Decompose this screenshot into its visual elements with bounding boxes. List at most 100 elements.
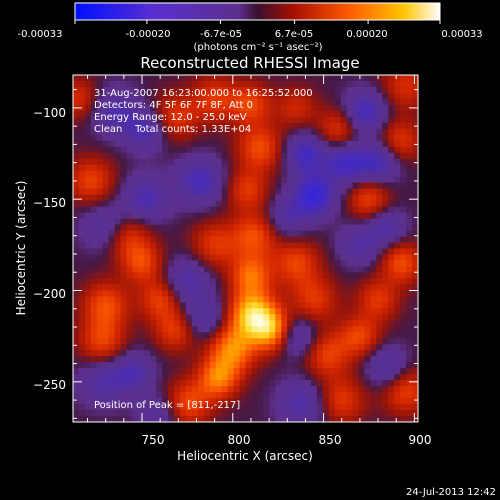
plot-frame — [72, 74, 419, 423]
heatmap-cell — [239, 200, 247, 208]
heatmap-cell — [310, 122, 318, 130]
heatmap-cell — [370, 152, 377, 160]
heatmap-cell — [346, 260, 354, 268]
heatmap-cell — [322, 98, 330, 106]
heatmap-cell — [144, 260, 151, 268]
heatmap-cell — [406, 248, 413, 256]
heatmap-cell — [275, 302, 282, 309]
heatmap-cell — [406, 308, 413, 315]
heatmap-cell — [197, 146, 205, 154]
heatmap-cell — [96, 146, 104, 154]
heatmap-cell — [84, 104, 92, 112]
heatmap-cell — [394, 170, 401, 178]
heatmap-cell — [245, 224, 253, 232]
heatmap-cell — [245, 146, 253, 154]
heatmap-cell — [316, 200, 324, 208]
heatmap-cell — [263, 224, 270, 232]
heatmap-cell — [251, 230, 258, 238]
heatmap-cell — [304, 380, 312, 387]
colorbar: -0.00033 -0.00020 -6.7e-05 6.7e-05 0.000… — [18, 2, 483, 53]
heatmap-cell — [162, 260, 169, 268]
heatmap-cell — [269, 86, 276, 94]
heatmap-cell — [382, 266, 389, 274]
heatmap-cell — [215, 110, 223, 118]
heatmap-cell — [215, 398, 223, 405]
heatmap-cell — [102, 332, 110, 339]
heatmap-cell — [90, 98, 98, 106]
heatmap-cell — [168, 416, 175, 422]
heatmap-cell — [263, 326, 270, 333]
heatmap-cell — [215, 320, 223, 327]
heatmap-cell — [132, 122, 140, 130]
heatmap-cell — [352, 356, 360, 363]
heatmap-cell — [251, 248, 258, 256]
heatmap-cell — [215, 374, 223, 381]
heatmap-cell — [257, 350, 264, 357]
heatmap-cell — [114, 398, 122, 405]
heatmap-cell — [382, 308, 389, 315]
heatmap-cell — [394, 176, 401, 184]
heatmap-cell — [168, 212, 175, 220]
heatmap-cell — [346, 212, 354, 220]
heatmap-cell — [406, 344, 413, 351]
heatmap-cell — [334, 218, 342, 226]
heatmap-cell — [209, 182, 217, 190]
heatmap-cell — [269, 260, 276, 268]
heatmap-cell — [406, 164, 413, 172]
heatmap-cell — [191, 75, 199, 82]
heatmap-cell — [412, 392, 418, 399]
heatmap-cell — [108, 356, 116, 363]
heatmap-cell — [186, 320, 193, 327]
heatmap-cell — [221, 134, 229, 142]
heatmap-cell — [412, 176, 418, 184]
heatmap-cell — [78, 302, 86, 309]
heatmap-cell — [275, 374, 282, 381]
heatmap-cell — [364, 290, 372, 297]
heatmap-cell — [382, 134, 389, 142]
heatmap-cell — [394, 218, 401, 226]
heatmap-cell — [239, 332, 247, 339]
heatmap-cell — [156, 98, 163, 106]
heatmap-cell — [322, 158, 330, 166]
heatmap-cell — [382, 158, 389, 166]
heatmap-cell — [352, 278, 360, 285]
heatmap-cell — [162, 398, 169, 405]
heatmap-cell — [364, 392, 372, 399]
heatmap-cell — [299, 170, 306, 178]
heatmap-cell — [310, 290, 318, 297]
heatmap-cell — [293, 254, 300, 262]
heatmap-cell — [156, 386, 163, 393]
heatmap-cell — [370, 350, 377, 357]
heatmap-cell — [186, 380, 193, 387]
heatmap-cell — [406, 356, 413, 363]
heatmap-cell — [203, 98, 211, 106]
heatmap-cell — [191, 410, 199, 417]
heatmap-cell — [245, 140, 253, 148]
heatmap-cell — [263, 188, 270, 196]
heatmap-cell — [90, 416, 98, 422]
heatmap-cell — [263, 86, 270, 94]
heatmap-cell — [215, 380, 223, 387]
heatmap-cell — [144, 254, 151, 262]
heatmap-cell — [102, 404, 110, 411]
heatmap-cell — [406, 338, 413, 345]
heatmap-cell — [263, 392, 270, 399]
heatmap-cell — [299, 332, 306, 339]
heatmap-cell — [227, 380, 235, 387]
heatmap-cell — [162, 182, 169, 190]
heatmap-cell — [162, 410, 169, 417]
heatmap-cell — [251, 368, 258, 375]
heatmap-cell — [257, 248, 264, 256]
heatmap-cell — [281, 272, 288, 280]
heatmap-cell — [191, 308, 199, 315]
heatmap-cell — [293, 170, 300, 178]
heatmap-cell — [257, 200, 264, 208]
heatmap-cell — [156, 176, 163, 184]
heatmap-cell — [215, 404, 223, 411]
heatmap-cell — [73, 194, 80, 202]
heatmap-cell — [406, 284, 413, 291]
heatmap-cell — [275, 392, 282, 399]
heatmap-cell — [304, 308, 312, 315]
heatmap-cell — [197, 320, 205, 327]
heatmap-cell — [376, 314, 383, 321]
